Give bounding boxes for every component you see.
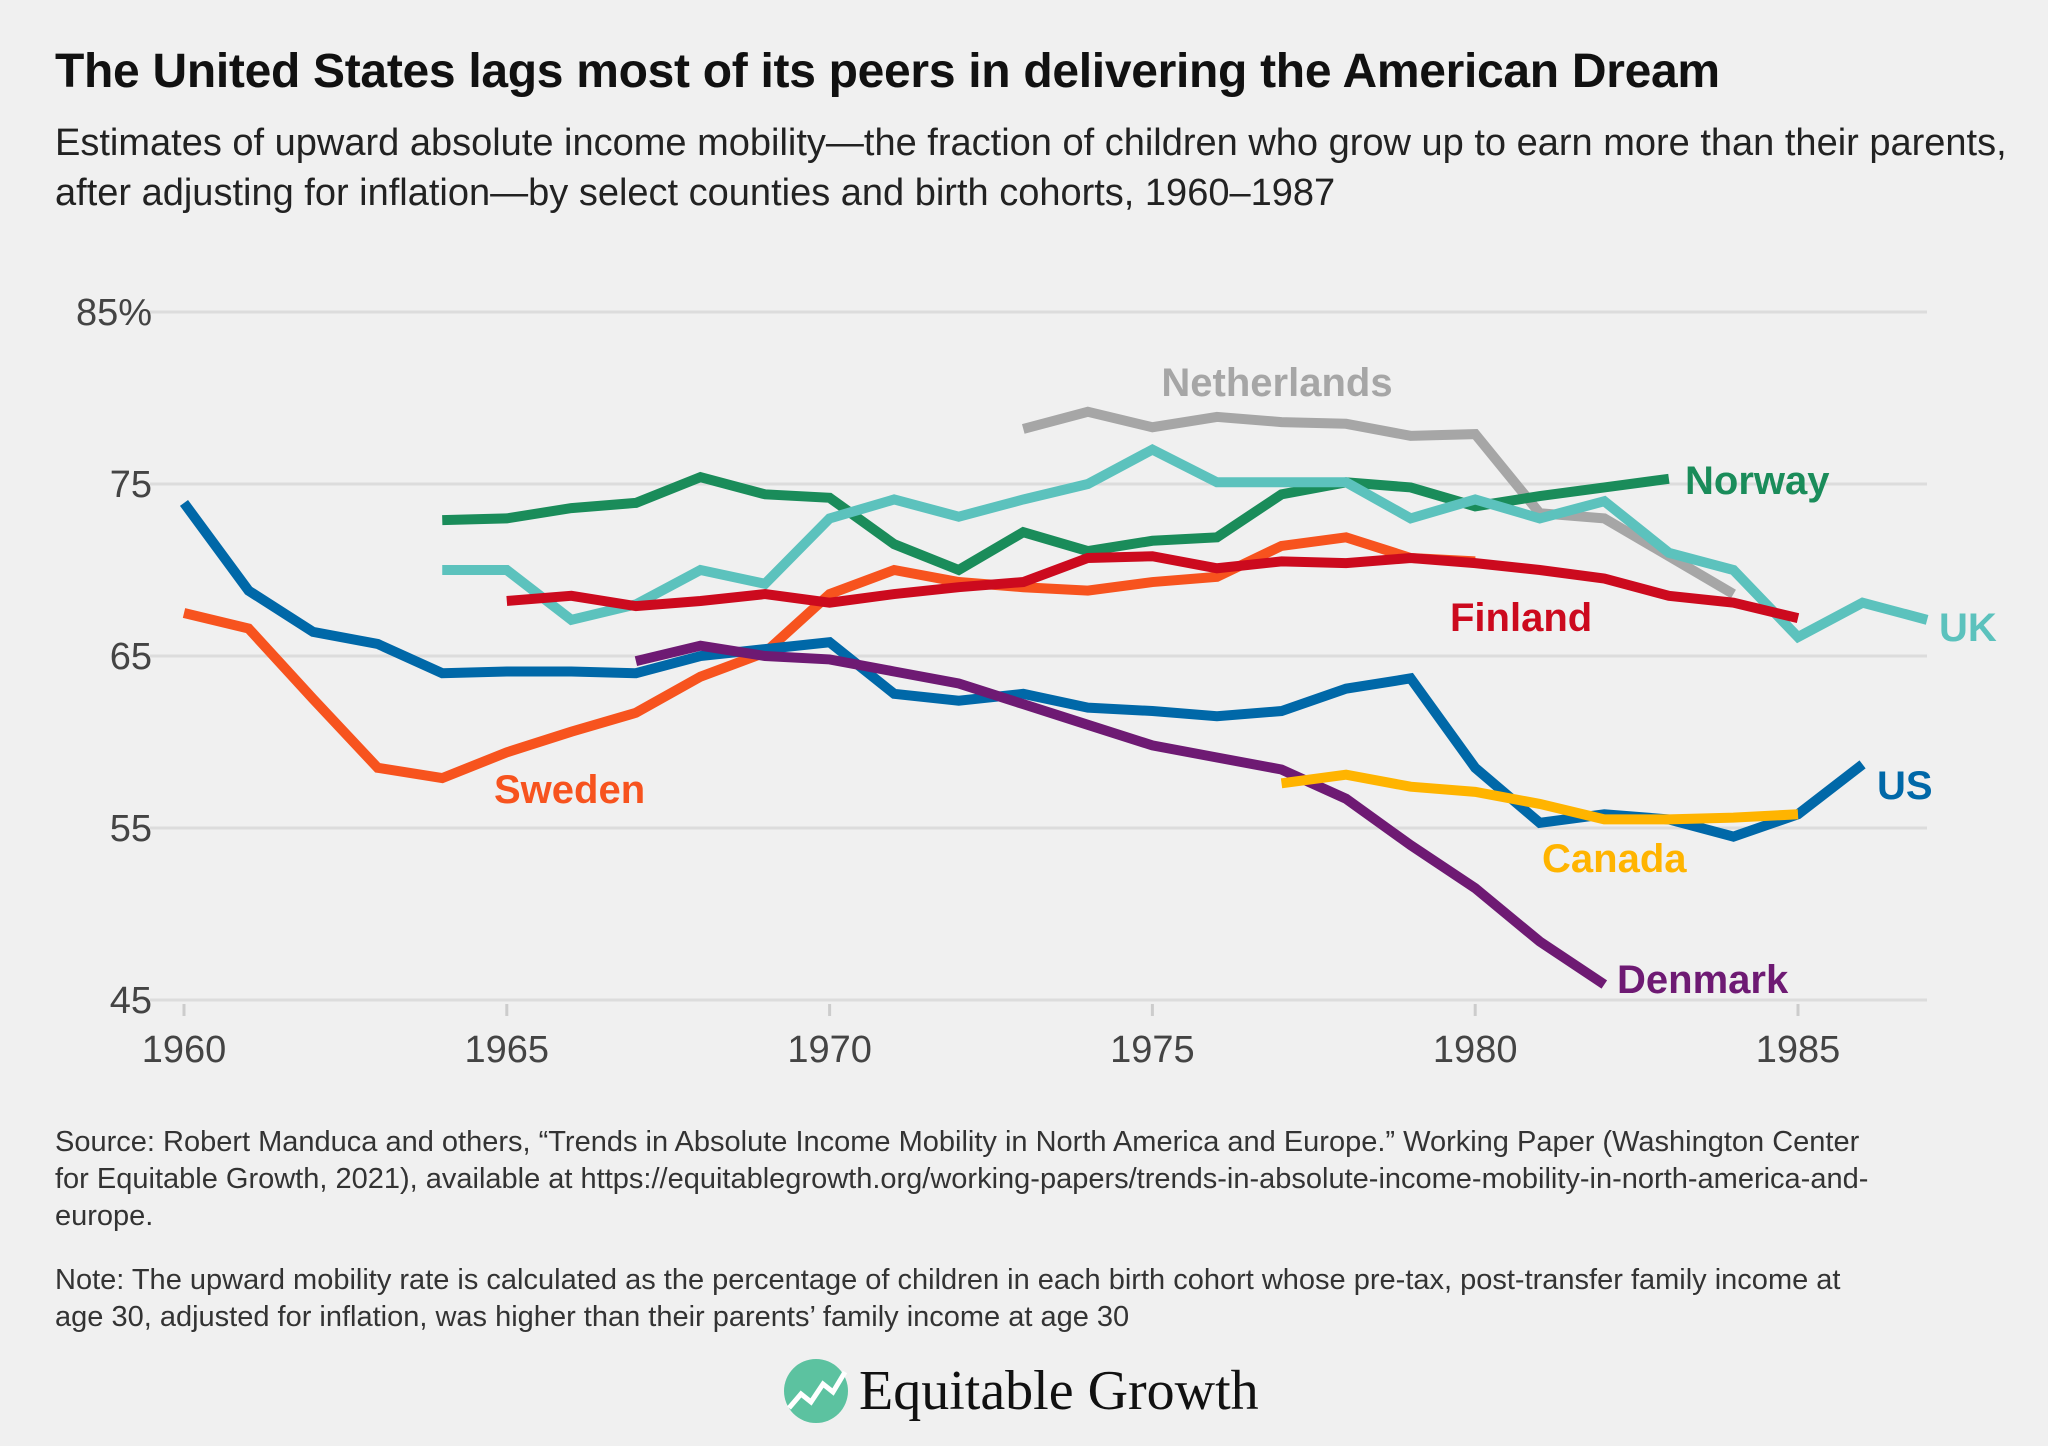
methodology-note: Note: The upward mobility rate is calcul… xyxy=(55,1264,1841,1333)
series-line-uk xyxy=(442,443,1929,644)
series-line-finland xyxy=(506,551,1800,624)
series-line-canada xyxy=(1280,769,1799,825)
x-tick-label: 1960 xyxy=(142,1029,227,1071)
x-tick-label: 1975 xyxy=(1110,1029,1195,1071)
series-label-norway: Norway xyxy=(1685,459,1830,503)
source-note: Source: Robert Manduca and others, “Tren… xyxy=(55,1126,1869,1232)
series-line-netherlands xyxy=(1021,406,1736,599)
series-label-us: US xyxy=(1877,764,1933,808)
chart-title: The United States lags most of its peers… xyxy=(55,45,1720,98)
series-line-sweden xyxy=(182,532,1476,784)
x-tick-label: 1985 xyxy=(1756,1029,1841,1071)
series-label-sweden: Sweden xyxy=(494,768,645,812)
y-tick-label: 55 xyxy=(110,808,152,850)
series-label-uk: UK xyxy=(1939,606,1997,650)
series-label-canada: Canada xyxy=(1542,837,1687,881)
equitable-growth-logo: Equitable Growth xyxy=(783,1358,1259,1424)
y-tick-label: 65 xyxy=(110,636,152,678)
series-label-denmark: Denmark xyxy=(1617,958,1789,1002)
series-label-finland: Finland xyxy=(1450,596,1592,640)
x-tick-label: 1965 xyxy=(465,1029,550,1071)
y-tick-label: 45 xyxy=(110,980,152,1022)
y-tick-label: 75 xyxy=(110,464,152,506)
logo-icon xyxy=(784,1359,848,1423)
logo-text: Equitable Growth xyxy=(859,1360,1259,1422)
series-label-netherlands: Netherlands xyxy=(1161,361,1392,405)
series-line-denmark xyxy=(634,640,1608,989)
x-tick-label: 1970 xyxy=(787,1029,872,1071)
series-line-us xyxy=(179,499,1866,842)
chart-subtitle: Estimates of upward absolute income mobi… xyxy=(55,122,2007,214)
x-tick-label: 1980 xyxy=(1433,1029,1518,1071)
y-tick-label: 85% xyxy=(76,292,152,334)
